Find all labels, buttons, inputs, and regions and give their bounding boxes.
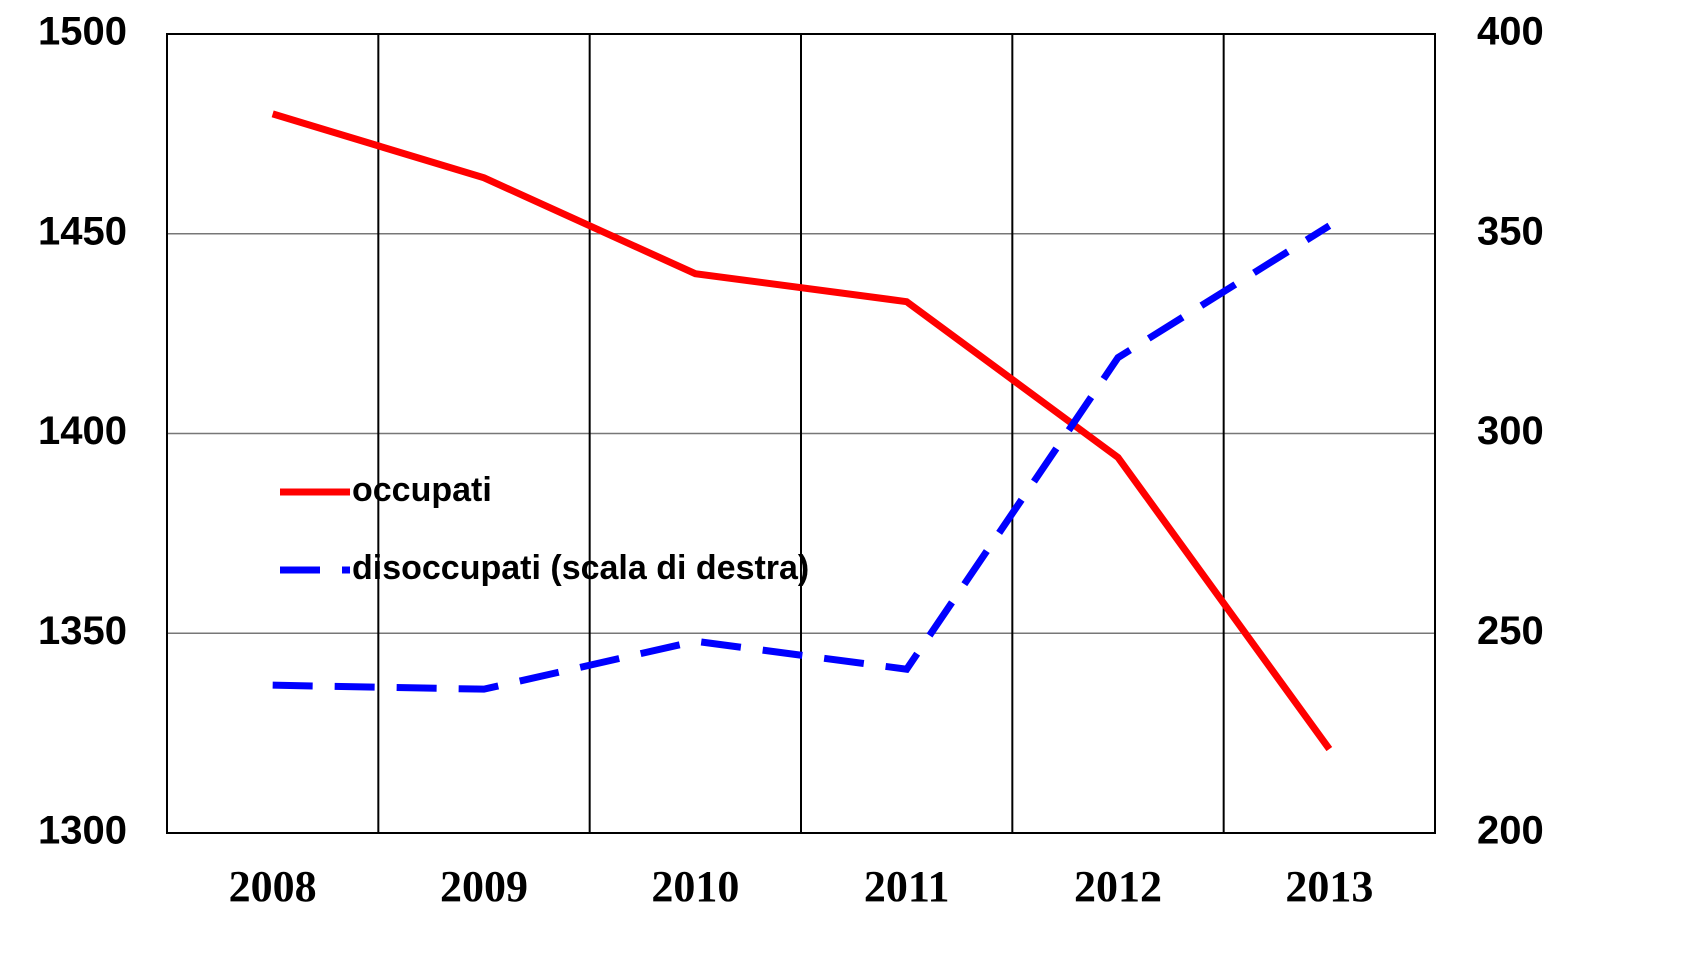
y-tick-label: 1300 bbox=[38, 809, 127, 853]
legend-label: disoccupati (scala di destra) bbox=[352, 549, 809, 587]
x-tick-label: 2012 bbox=[1074, 862, 1162, 911]
y-tick-label: 1350 bbox=[38, 609, 127, 653]
y2-tick-label: 200 bbox=[1477, 809, 1544, 853]
y-tick-label: 1400 bbox=[38, 409, 127, 453]
x-tick-label: 2008 bbox=[229, 862, 317, 911]
y2-tick-label: 250 bbox=[1477, 609, 1544, 653]
y-tick-label: 1500 bbox=[38, 10, 127, 54]
x-tick-label: 2013 bbox=[1285, 862, 1373, 911]
y-tick-label: 1450 bbox=[38, 209, 127, 253]
x-tick-label: 2009 bbox=[440, 862, 528, 911]
y2-tick-label: 400 bbox=[1477, 10, 1544, 54]
legend-label: occupati bbox=[352, 471, 492, 509]
x-tick-label: 2010 bbox=[651, 862, 739, 911]
y2-tick-label: 300 bbox=[1477, 409, 1544, 453]
series-line bbox=[272, 222, 1332, 693]
series-line bbox=[271, 110, 1333, 752]
plot-frame bbox=[166, 33, 1436, 834]
x-tick-label: 2011 bbox=[864, 862, 950, 911]
y2-tick-label: 350 bbox=[1477, 209, 1544, 253]
